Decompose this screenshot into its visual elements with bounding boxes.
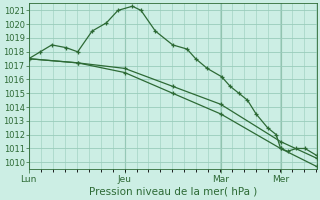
X-axis label: Pression niveau de la mer( hPa ): Pression niveau de la mer( hPa ) — [89, 187, 257, 197]
